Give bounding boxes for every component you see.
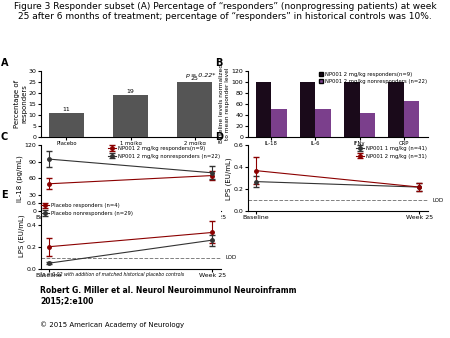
Text: 25: 25	[191, 76, 198, 81]
Text: A: A	[1, 58, 9, 68]
Text: *p = 0.02 with addition of matched historical placebo controls: *p = 0.02 with addition of matched histo…	[40, 272, 184, 277]
Legend: NP001 2 mg/kg responders(n=9), NP001 2 mg/kg nonresponders (n=22): NP001 2 mg/kg responders(n=9), NP001 2 m…	[319, 72, 427, 84]
Text: C: C	[1, 132, 8, 142]
Text: D: D	[215, 132, 223, 142]
Legend: NP001 2 mg/kg responders(n=9), NP001 2 mg/kg nonresponders (n=22): NP001 2 mg/kg responders(n=9), NP001 2 m…	[108, 146, 220, 159]
Bar	[360, 113, 375, 137]
Text: LOD: LOD	[433, 198, 444, 203]
Text: Figure 3 Responder subset (A) Percentage of “responders” (nonprogressing patient: Figure 3 Responder subset (A) Percentage…	[14, 2, 436, 21]
Bar	[300, 82, 315, 137]
Y-axis label: LPS (EU/mL): LPS (EU/mL)	[18, 214, 25, 257]
Text: Robert G. Miller et al. Neurol Neuroimmunol Neuroinframm
2015;2:e100: Robert G. Miller et al. Neurol Neuroimmu…	[40, 286, 297, 305]
Text: 19: 19	[126, 90, 135, 95]
Y-axis label: Percentage of
responders: Percentage of responders	[14, 80, 27, 128]
Bar	[271, 110, 287, 137]
Text: © 2015 American Academy of Neurology: © 2015 American Academy of Neurology	[40, 321, 184, 328]
Bar	[388, 82, 404, 137]
Legend: NP001 1 mg/kg (n=41), NP001 2 mg/kg (n=31): NP001 1 mg/kg (n=41), NP001 2 mg/kg (n=3…	[356, 146, 427, 159]
Bar	[49, 113, 84, 137]
Bar	[113, 95, 148, 137]
Text: 11: 11	[63, 107, 70, 112]
Text: p = 0.22*: p = 0.22*	[184, 73, 215, 78]
Bar	[404, 101, 419, 137]
Text: E: E	[1, 190, 8, 199]
Bar	[256, 82, 271, 137]
Text: LOD: LOD	[226, 255, 237, 260]
Y-axis label: Baseline levels normalized
to mean responder level: Baseline levels normalized to mean respo…	[220, 65, 230, 143]
Text: B: B	[215, 58, 222, 68]
Bar	[344, 82, 360, 137]
Bar	[315, 110, 331, 137]
Bar	[177, 82, 212, 137]
Y-axis label: LPS (EU/mL): LPS (EU/mL)	[225, 157, 232, 200]
Y-axis label: IL-18 (pg/mL): IL-18 (pg/mL)	[17, 155, 23, 202]
Legend: Placebo responders (n=4), Placebo nonresponders (n=29): Placebo responders (n=4), Placebo nonres…	[41, 203, 133, 216]
